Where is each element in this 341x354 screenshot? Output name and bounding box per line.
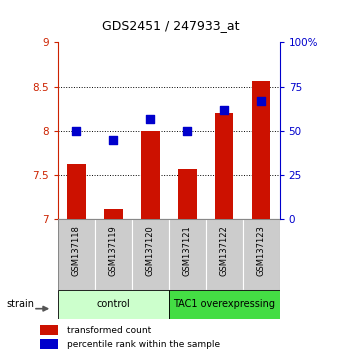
Bar <box>95 219 132 290</box>
Text: GSM137120: GSM137120 <box>146 225 155 276</box>
Text: GSM137121: GSM137121 <box>183 225 192 276</box>
Bar <box>141 131 160 219</box>
Text: transformed count: transformed count <box>67 326 151 335</box>
Text: percentile rank within the sample: percentile rank within the sample <box>67 340 220 349</box>
Bar <box>169 219 206 290</box>
Bar <box>104 209 123 219</box>
Text: GSM137122: GSM137122 <box>220 225 229 276</box>
Text: GSM137119: GSM137119 <box>109 225 118 276</box>
Text: strain: strain <box>7 299 35 309</box>
Bar <box>67 164 86 219</box>
Bar <box>58 219 95 290</box>
Text: control: control <box>97 299 130 309</box>
Bar <box>252 81 270 219</box>
Text: GDS2451 / 247933_at: GDS2451 / 247933_at <box>102 19 239 32</box>
Text: GSM137123: GSM137123 <box>257 225 266 276</box>
Text: GSM137118: GSM137118 <box>72 225 81 276</box>
Bar <box>132 219 169 290</box>
Bar <box>178 169 196 219</box>
Text: TAC1 overexpressing: TAC1 overexpressing <box>173 299 275 309</box>
Point <box>258 98 264 104</box>
Bar <box>243 219 280 290</box>
Bar <box>58 290 169 319</box>
Bar <box>215 113 234 219</box>
Bar <box>206 219 243 290</box>
Point <box>222 107 227 113</box>
Point <box>148 116 153 121</box>
Bar <box>40 325 58 335</box>
Bar <box>169 290 280 319</box>
Bar <box>40 339 58 349</box>
Point <box>184 128 190 134</box>
Point <box>74 128 79 134</box>
Point <box>110 137 116 143</box>
